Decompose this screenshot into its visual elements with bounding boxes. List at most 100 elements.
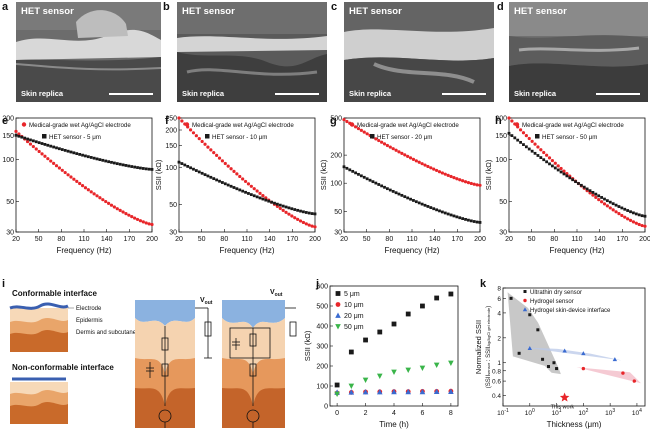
data-point-red bbox=[524, 134, 528, 138]
data-point-black bbox=[545, 160, 549, 164]
data-point-black bbox=[605, 199, 609, 203]
data-point-black bbox=[365, 177, 369, 181]
data-point-black bbox=[43, 143, 47, 146]
data-point-red bbox=[452, 176, 456, 180]
x-tick-label: 80 bbox=[550, 236, 558, 243]
data-point-black bbox=[278, 203, 282, 207]
data-point-black bbox=[420, 202, 424, 206]
sem-image-d: HET sensor Skin replica bbox=[509, 2, 648, 102]
data-point-red bbox=[49, 159, 53, 163]
x-tick-label: 103 bbox=[605, 408, 615, 417]
data-point-black bbox=[60, 148, 64, 151]
ratio-ref-sub: Ag/AgCl gel electrode bbox=[486, 307, 491, 346]
data-point-red bbox=[527, 136, 531, 141]
data-point bbox=[581, 351, 586, 356]
y-tick-label: 100 bbox=[165, 165, 177, 172]
data-point-black bbox=[377, 183, 381, 186]
data-point-black bbox=[438, 209, 441, 213]
data-point-red bbox=[188, 128, 193, 132]
y-tick-label: 400 bbox=[316, 324, 328, 331]
x-tick-label: 200 bbox=[146, 236, 158, 243]
data-point-black bbox=[368, 178, 372, 182]
panel-letter-a: a bbox=[2, 1, 9, 13]
data-point-red bbox=[521, 131, 526, 135]
data-point-black bbox=[588, 189, 592, 193]
data-point-black bbox=[585, 187, 589, 191]
data-point-black bbox=[345, 166, 349, 170]
data-point-red bbox=[180, 119, 184, 123]
data-point-black bbox=[394, 191, 398, 195]
x-tick-label: 170 bbox=[286, 236, 298, 243]
data-point-red bbox=[362, 130, 366, 134]
data-point-black bbox=[78, 152, 82, 156]
data-point-black bbox=[302, 210, 305, 214]
data-point-black bbox=[194, 169, 198, 172]
x-tick-label: 8 bbox=[449, 410, 453, 417]
data-point-red bbox=[597, 197, 601, 202]
y-tick-label: 50 bbox=[499, 199, 507, 206]
data-point-black bbox=[461, 217, 465, 220]
sem-label-skin: Skin replica bbox=[514, 89, 557, 98]
tick-base: 10 bbox=[497, 410, 505, 417]
data-point-black bbox=[440, 210, 444, 214]
data-point-red bbox=[72, 177, 76, 181]
data-point-red bbox=[206, 145, 210, 149]
data-point-black bbox=[608, 200, 612, 204]
legend-label: 50 μm bbox=[344, 324, 364, 331]
layer-dermis: Dermis and subcutaneous bbox=[76, 330, 146, 336]
this-work-star bbox=[559, 392, 570, 402]
data-point-black bbox=[14, 133, 18, 137]
data-point-black bbox=[244, 190, 247, 194]
ratio-open: (SSII bbox=[486, 375, 492, 389]
data-point-black bbox=[31, 139, 35, 143]
y-tick-label: 500 bbox=[330, 116, 342, 123]
y-tick-label: 50 bbox=[334, 209, 342, 216]
data-point-black bbox=[261, 197, 265, 201]
data-point-black bbox=[640, 214, 644, 218]
data-point-red bbox=[220, 159, 225, 163]
x-tick-label: 50 bbox=[528, 236, 536, 243]
data-point-red bbox=[536, 145, 540, 149]
legend-marker-red bbox=[349, 122, 355, 127]
data-point-red bbox=[345, 119, 349, 124]
legend-label: 5 μm bbox=[344, 291, 360, 298]
data-point-black bbox=[623, 207, 627, 211]
panel-letter-c: c bbox=[331, 1, 338, 13]
data-point-black bbox=[565, 174, 569, 178]
y-tick-label: 1 bbox=[497, 360, 501, 367]
data-point-red bbox=[203, 142, 207, 146]
panel-letter-d: d bbox=[497, 1, 504, 13]
data-point-black bbox=[197, 170, 201, 174]
data-point-black bbox=[406, 196, 410, 200]
x-tick-label: 20 bbox=[505, 236, 513, 243]
data-point-red bbox=[602, 202, 607, 206]
y-tick-label: 100 bbox=[316, 384, 328, 391]
y-tick-label: 150 bbox=[495, 133, 507, 140]
data-point-red bbox=[637, 222, 641, 227]
data-point-black bbox=[40, 142, 44, 145]
x-tick-label: 110 bbox=[571, 236, 582, 243]
panel-letter-f: f bbox=[165, 115, 169, 127]
data-point-black bbox=[275, 202, 279, 206]
data-point-red bbox=[365, 132, 369, 136]
data-point-black bbox=[304, 211, 308, 214]
y-tick-label: 200 bbox=[495, 116, 507, 123]
data-point-red bbox=[547, 156, 552, 160]
legend-marker-black bbox=[42, 134, 47, 139]
data-point-red bbox=[472, 182, 476, 186]
data-point-red bbox=[623, 215, 627, 219]
data-point-red bbox=[377, 138, 381, 143]
data-point-black bbox=[412, 199, 415, 202]
data-point bbox=[448, 360, 454, 366]
data-point-black bbox=[539, 156, 543, 160]
data-point-black bbox=[141, 167, 145, 170]
data-point-black bbox=[252, 194, 256, 198]
data-point-black bbox=[371, 180, 375, 184]
data-point-red bbox=[461, 179, 465, 183]
data-point-red bbox=[353, 125, 358, 129]
y-tick-label: 150 bbox=[2, 133, 14, 140]
data-point bbox=[420, 303, 425, 309]
data-point-black bbox=[527, 147, 531, 151]
data-point-red bbox=[614, 210, 618, 214]
data-point-black bbox=[118, 162, 122, 166]
